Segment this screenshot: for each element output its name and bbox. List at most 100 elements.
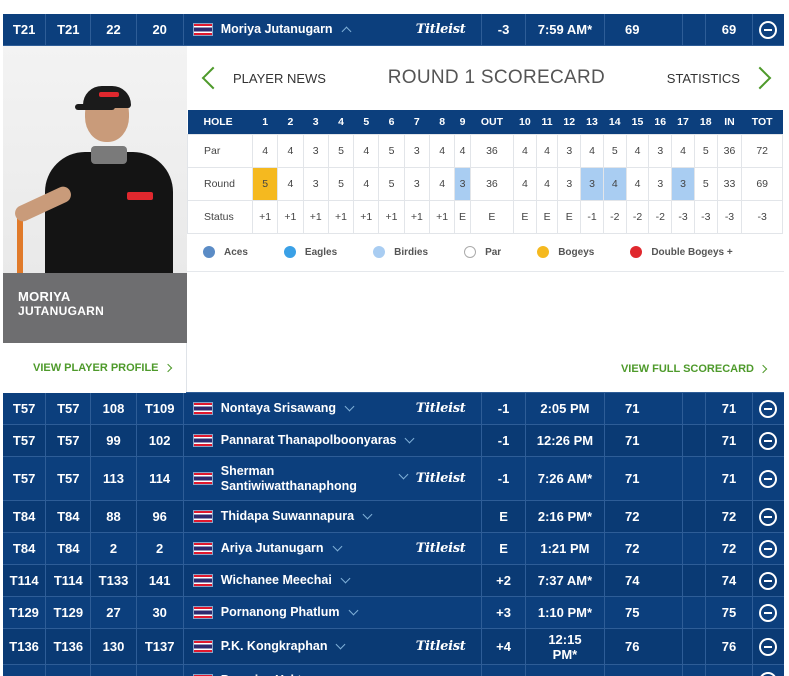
- chevron-down-icon[interactable]: [340, 573, 351, 584]
- hole-header-cell: 8: [429, 110, 455, 134]
- chevron-down-icon[interactable]: [336, 639, 346, 650]
- collapse-icon[interactable]: [759, 637, 778, 656]
- player-name[interactable]: Pannarat Thanapolboonyaras: [220, 433, 397, 447]
- leaderboard-row[interactable]: T136T136127136Pavarisa Yoktuan+47:26 AM7…: [3, 665, 784, 676]
- rank-2: T137: [137, 629, 184, 664]
- rank-2: 102: [137, 425, 184, 456]
- player-name[interactable]: Moriya Jutanugarn: [220, 22, 333, 36]
- chevron-up-icon[interactable]: [341, 26, 352, 36]
- round-cell: 3: [580, 166, 604, 201]
- player-cell[interactable]: Wichanee Meechai: [184, 565, 482, 596]
- leaderboard: T21 T21 22 20 Moriya Jutanugarn Titleist…: [3, 14, 784, 676]
- thailand-flag-icon: [192, 674, 213, 676]
- status-cell: -2: [625, 199, 650, 234]
- player-name[interactable]: Pornanong Phatlum: [220, 605, 340, 619]
- player-news-link[interactable]: PLAYER NEWS: [199, 66, 326, 90]
- collapse-icon[interactable]: [759, 431, 778, 450]
- hole-header-cell: 4: [328, 110, 354, 134]
- rank-2: 141: [137, 565, 184, 596]
- player-name[interactable]: Nontaya Srisawang: [220, 401, 337, 415]
- chevron-down-icon[interactable]: [344, 401, 355, 412]
- leaderboard-row[interactable]: T57 T57 113 114 Sherman Santiwiwatthanaphong T…: [3, 457, 784, 501]
- position: T136: [3, 665, 47, 676]
- par-cell: 5: [378, 133, 405, 168]
- chevron-down-icon[interactable]: [332, 541, 343, 552]
- player-name[interactable]: Thidapa Suwannapura: [220, 509, 355, 523]
- legend-item: Birdies: [373, 246, 428, 258]
- hole-header-cell: 18: [694, 110, 718, 134]
- total-score: 71: [706, 457, 753, 500]
- leaderboard-row[interactable]: T84 T84 2 2 Ariya Jutanugarn Titleist E 1:21 PM…: [3, 533, 784, 565]
- legend-dot-icon: [464, 246, 477, 258]
- view-player-profile-label[interactable]: VIEW PLAYER PROFILE: [33, 362, 159, 374]
- collapse-icon[interactable]: [759, 603, 778, 622]
- leaderboard-row[interactable]: T57 T57 108 T109 Nontaya Srisawang Titleist -1…: [3, 393, 784, 425]
- round-cell: 4: [602, 166, 627, 201]
- leaderboard-row[interactable]: T136 T136 130 T137 P.K. Kongkraphan Titleist +…: [3, 629, 784, 665]
- collapse-icon[interactable]: [759, 399, 778, 418]
- player-cell[interactable]: Nontaya Srisawang Titleist: [184, 393, 482, 424]
- round-cell: 4: [625, 166, 650, 201]
- player-name[interactable]: Pavarisa Yoktuan: [221, 673, 324, 676]
- view-full-scorecard-label[interactable]: VIEW FULL SCORECARD: [620, 363, 754, 375]
- collapse-icon[interactable]: [759, 20, 778, 39]
- hole-header-cell: 17: [671, 110, 695, 134]
- status-cell: -3: [671, 199, 695, 234]
- chevron-down-icon[interactable]: [348, 605, 358, 616]
- view-full-scorecard-link[interactable]: VIEW FULL SCORECARD: [620, 363, 768, 375]
- chevron-down-icon[interactable]: [405, 433, 415, 444]
- thailand-flag-icon: [192, 402, 213, 415]
- start-position: T136: [46, 629, 92, 664]
- legend-label: Bogeys: [558, 246, 595, 258]
- statistics-link[interactable]: STATISTICS: [666, 66, 772, 90]
- player-name[interactable]: P.K. Kongkraphan: [220, 639, 328, 653]
- par-cell: 36: [469, 133, 515, 168]
- rank-1: 2: [91, 533, 137, 564]
- legend-item: Bogeys: [537, 246, 594, 258]
- statistics-label[interactable]: STATISTICS: [666, 70, 740, 86]
- rank-1: 113: [91, 457, 137, 500]
- round-cell: 3: [671, 166, 695, 201]
- round-cell: 69: [741, 166, 783, 201]
- total-score: 71: [706, 393, 753, 424]
- leaderboard-row[interactable]: T84 T84 88 96 Thidapa Suwannapura E 2:16 PM* 72…: [3, 501, 784, 533]
- player-cell[interactable]: Pornanong Phatlum: [184, 597, 482, 628]
- chevron-down-icon[interactable]: [398, 469, 409, 480]
- leaderboard-row[interactable]: T129 T129 27 30 Pornanong Phatlum +3 1:10 PM* 7…: [3, 597, 784, 629]
- collapse-icon[interactable]: [759, 539, 778, 558]
- total-score: 76: [706, 665, 753, 676]
- position: T57: [3, 457, 47, 500]
- chevron-right-icon: [758, 364, 768, 374]
- player-news-label[interactable]: PLAYER NEWS: [233, 70, 326, 86]
- legend-dot-icon: [203, 246, 215, 258]
- hole-header-cell: 15: [626, 110, 649, 134]
- player-name[interactable]: Ariya Jutanugarn: [220, 541, 324, 555]
- status-cell: E: [535, 199, 559, 234]
- rank-2: 2: [137, 533, 184, 564]
- collapse-icon[interactable]: [759, 571, 778, 590]
- player-cell[interactable]: P.K. Kongkraphan Titleist: [184, 629, 482, 664]
- hole-header-cell: 9: [454, 110, 471, 134]
- player-name[interactable]: Wichanee Meechai: [220, 573, 332, 587]
- par-cell: 4: [580, 133, 604, 168]
- player-cell[interactable]: Sherman Santiwiwatthanaphong Titleist: [184, 457, 482, 500]
- player-cell[interactable]: Pavarisa Yoktuan: [184, 665, 482, 676]
- player-cell[interactable]: Pannarat Thanapolboonyaras: [184, 425, 482, 456]
- chevron-down-icon[interactable]: [362, 509, 373, 520]
- player-cell[interactable]: Ariya Jutanugarn Titleist: [184, 533, 482, 564]
- collapse-icon[interactable]: [759, 507, 778, 526]
- view-player-profile-link[interactable]: VIEW PLAYER PROFILE: [3, 343, 186, 393]
- player-cell[interactable]: Thidapa Suwannapura: [184, 501, 482, 532]
- player-cell[interactable]: Moriya Jutanugarn Titleist: [184, 14, 482, 45]
- thru: 2:16 PM*: [526, 501, 606, 532]
- collapse-icon[interactable]: [759, 469, 778, 488]
- chevron-left-icon[interactable]: [201, 66, 225, 90]
- chevron-right-icon[interactable]: [748, 66, 772, 90]
- player-name[interactable]: Sherman Santiwiwatthanaphong: [220, 463, 357, 493]
- collapse-icon[interactable]: [759, 671, 778, 676]
- status-row: Status +1 +1 +1 +1 +1 +1 +1 +1 E E E E E -1 -2 -2 -2 -3 -3-…: [187, 199, 783, 234]
- leaderboard-row[interactable]: T114 T114 T133 141 Wichanee Meechai +2 7:37 AM…: [3, 565, 784, 597]
- leaderboard-row[interactable]: T57 T57 99 102 Pannarat Thanapolboonyaras -1 1…: [3, 425, 784, 457]
- leaderboard-row-expanded[interactable]: T21 T21 22 20 Moriya Jutanugarn Titleist…: [3, 14, 784, 46]
- round-cell: 3: [557, 166, 582, 201]
